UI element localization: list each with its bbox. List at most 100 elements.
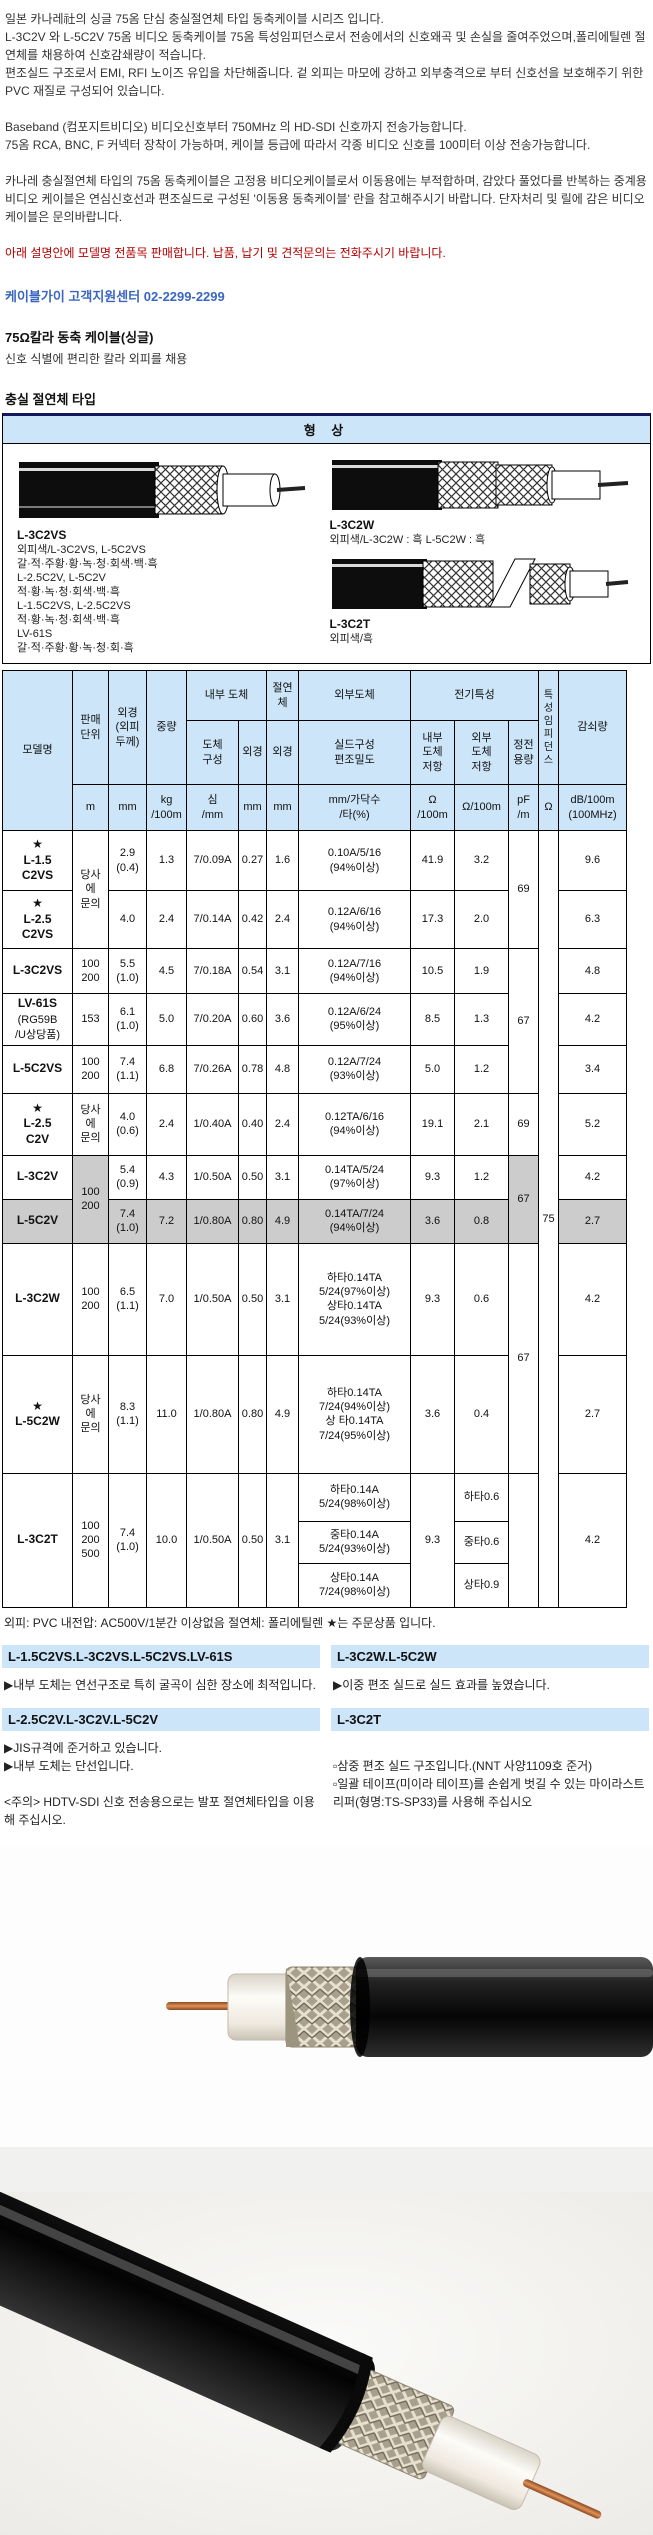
intro-paragraph-3: 카나레 충실절연체 타입의 75옴 동축케이블은 고정용 비디오케이블로서 이동… [5, 174, 647, 224]
spec-cell: 5.0 [146, 993, 187, 1046]
spec-cell: 153 [72, 993, 109, 1046]
spec-header-unit: 판매 단위 [72, 670, 109, 785]
product-subtitle: 신호 식별에 편리한 칼라 외피를 채용 [5, 352, 188, 366]
product-title: 75Ω칼라 동축 케이블(싱글) [5, 330, 154, 345]
spec-cell: 1.9 [454, 948, 509, 994]
spec-cell: 4.2 [558, 1242, 627, 1356]
spec-model: L-3C2V [2, 1154, 73, 1200]
info-block-title: L-1.5C2VS.L-3C2VS.L-5C2VS.LV-61S [2, 1644, 320, 1668]
spec-cell: 2.7 [558, 1198, 627, 1244]
spec-header-model: 모델명 [2, 670, 73, 831]
spec-row-l5c2w: ★ L-5C2W 당사 에 문의 8.3 (1.1) 11.0 1/0.80A 0… [2, 1354, 627, 1474]
spec-cell: 2.7 [558, 1354, 627, 1474]
section-title: 충실 절연체 타입 [5, 392, 96, 407]
spec-cell: 1/0.80A [186, 1198, 239, 1244]
spec-cell: 67 [508, 1154, 539, 1244]
spec-model: L-3C2T [2, 1472, 73, 1608]
spec-cell: 7.0 [146, 1242, 187, 1356]
spec-cell: 3.6 [410, 1198, 455, 1244]
cable-diagram-l3c2w [331, 460, 628, 510]
shape-right-top-model: L-3C2W [329, 518, 375, 532]
spec-cell: 3.1 [266, 948, 299, 994]
spec-unit-weight: kg /100m [146, 784, 187, 831]
support-center-phone: 케이블가이 고객지원센터 02-2299-2299 [5, 289, 225, 304]
spec-cell: 0.12A/6/16 (94%이상) [298, 890, 411, 949]
spec-cell: 2.4 [146, 890, 187, 949]
spec-cell: 2.4 [266, 890, 299, 949]
spec-cell: 0.78 [238, 1044, 267, 1094]
spec-row-l3c2t: L-3C2T 100 200 500 7.4 (1.0) 10.0 1/0.50… [2, 1472, 627, 1608]
spec-cell: 10.0 [146, 1472, 187, 1608]
spec-cell: 하타0.6 [454, 1472, 509, 1522]
spec-cell: 1/0.80A [186, 1354, 239, 1474]
spec-cell: 4.8 [558, 948, 627, 994]
info-block-vs-series: L-1.5C2VS.L-3C2VS.L-5C2VS.LV-61S ▶내부 도체는… [2, 1644, 320, 1694]
spec-cell: 0.80 [238, 1354, 267, 1474]
spec-unit-attn: dB/100m (100MHz) [558, 784, 627, 831]
spec-header-outer: 외부도체 [298, 670, 411, 721]
spec-cell: 2.4 [266, 1092, 299, 1156]
shape-box-header: 형 상 [3, 416, 650, 444]
spec-row-lv61s: LV-61S (RG59B /U상당품) 153 6.1 (1.0) 5.0 7/… [2, 993, 627, 1046]
cable-diagram-l3c2vs [19, 462, 306, 518]
spec-cell: 0.12A/7/24 (93%이상) [298, 1044, 411, 1094]
spec-header-electrical: 전기특성 [410, 670, 539, 721]
spec-cell: 19.1 [410, 1092, 455, 1156]
spec-cell: 중타0.6 [454, 1520, 509, 1564]
spec-cell: 0.12A/7/16 (94%이상) [298, 948, 411, 994]
info-block-body: ▶내부 도체는 연선구조로 특히 굴곡이 심한 장소에 최적입니다. [4, 1677, 316, 1692]
spec-footnote: 외피: PVC 내전압: AC500V/1분간 이상없음 절연체: 폴리에틸렌 … [4, 1615, 436, 1630]
shape-right-bottom-model: L-3C2T [329, 617, 371, 631]
spec-cell: 1/0.50A [186, 1154, 239, 1200]
spec-cell: 4.3 [146, 1154, 187, 1200]
spec-cell: 0.6 [454, 1242, 509, 1356]
spec-cell: 5.5 (1.0) [108, 948, 147, 994]
spec-cell: 3.2 [454, 830, 509, 891]
spec-cell: 8.3 (1.1) [108, 1354, 147, 1474]
spec-unit-struct: 심 /mm [186, 784, 239, 831]
spec-cell: 7.2 [146, 1198, 187, 1244]
spec-model: ★ L-2.5 C2VS [2, 890, 73, 949]
spec-cell: 2.9 (0.4) [108, 830, 147, 891]
spec-cell: 0.8 [454, 1198, 509, 1244]
spec-cell: 4.0 (0.6) [108, 1092, 147, 1156]
spec-cell [508, 1472, 539, 1608]
info-block-w-series: L-3C2W.L-5C2W ▶이중 편조 실드로 실드 효과를 높였습니다. [331, 1644, 649, 1694]
spec-model: L-3C2W [2, 1242, 73, 1356]
spec-row-l5c2v-highlighted: L-5C2V 7.4 (1.0) 7.2 1/0.80A 0.80 4.9 0.… [2, 1198, 627, 1244]
spec-row-l3c2t-mid: 중타0.14A 5/24(93%이상) 중타0.6 [3, 1520, 627, 1564]
spec-cell: 하타0.14A 5/24(98%이상) [298, 1472, 411, 1522]
spec-cell: 0.27 [238, 830, 267, 891]
spec-model: L-3C2VS [2, 948, 73, 994]
spec-cell: 1.2 [454, 1154, 509, 1200]
spec-cell: 3.4 [558, 1044, 627, 1094]
spec-cell: 5.0 [410, 1044, 455, 1094]
spec-cell-impedance: 75 [538, 830, 559, 1608]
spec-model: ★ L-2.5 C2V [2, 1092, 73, 1156]
spec-cell: 4.8 [266, 1044, 299, 1094]
spec-header-conductor-structure: 도체 구성 [186, 720, 239, 785]
spec-cell: 7/0.14A [186, 890, 239, 949]
spec-row-l3c2t-top: 상타0.14A 7/24(98%이상) 상타0.9 [3, 1562, 627, 1608]
spec-cell: 당사 에 문의 [72, 1354, 109, 1474]
spec-cell: 0.50 [238, 1472, 267, 1608]
spec-cell: 4.9 [266, 1354, 299, 1474]
spec-row-l3c2v: L-3C2V 100 200 5.4 (0.9) 4.3 1/0.50A 0.5… [2, 1154, 627, 1244]
spec-cell: 0.10A/5/16 (94%이상) [298, 830, 411, 891]
spec-header-capacitance: 정전 용량 [508, 720, 539, 785]
spec-cell: 1.3 [146, 830, 187, 891]
spec-cell: 0.40 [238, 1092, 267, 1156]
shape-left-colors: 외피색/L-3C2VS, L-5C2VS 갈·적·주황·황·녹·청·회색·백·흑… [17, 544, 158, 654]
spec-unit-m: m [72, 784, 109, 831]
cable-photo-stripped-end [0, 1846, 653, 2192]
spec-cell: 67 [508, 948, 539, 1094]
spec-cell: 69 [508, 1092, 539, 1156]
spec-row-l5c2vs: L-5C2VS 100 200 7.4 (1.1) 6.8 7/0.26A 0.… [2, 1044, 627, 1094]
spec-unit-imp: Ω [538, 784, 559, 831]
spec-cell: 9.3 [410, 1472, 455, 1608]
spec-cell: 2.0 [454, 890, 509, 949]
spec-cell: 6.3 [558, 890, 627, 949]
spec-cell: 상타0.9 [454, 1562, 509, 1608]
spec-cell: 7/0.26A [186, 1044, 239, 1094]
